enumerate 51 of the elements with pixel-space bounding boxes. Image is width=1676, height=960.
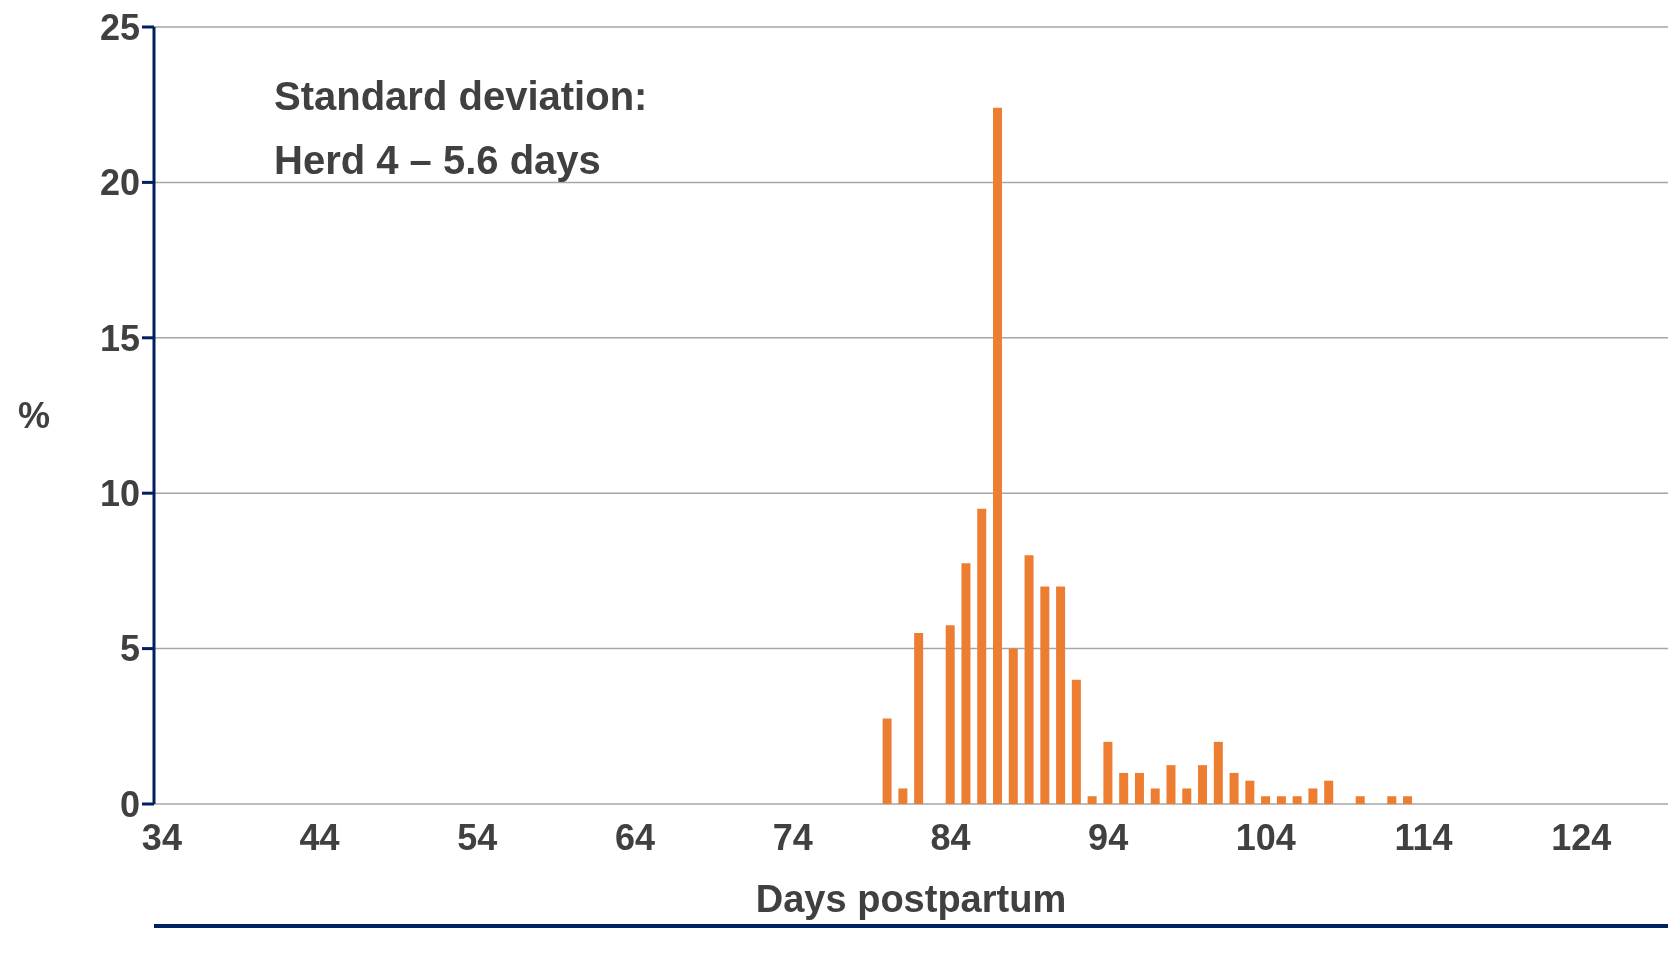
x-tick-label: 94 — [1088, 817, 1129, 858]
bar — [1229, 772, 1239, 804]
annotation: Herd 4 – 5.6 days — [274, 137, 602, 184]
bar — [1087, 796, 1097, 804]
bar — [1308, 788, 1318, 804]
x-axis-title: Days postpartum — [755, 878, 1067, 920]
y-tick-label: 20 — [99, 162, 140, 204]
bar — [1024, 555, 1034, 804]
x-tick-label: 74 — [772, 817, 813, 858]
y-tick-label: 0 — [119, 783, 140, 825]
x-tick-label: 64 — [614, 817, 656, 858]
bar — [1182, 788, 1192, 804]
bar — [961, 563, 971, 804]
bar — [898, 788, 908, 804]
annotation: Standard deviation: — [274, 73, 648, 120]
bar — [1387, 796, 1397, 804]
bar — [1261, 796, 1271, 804]
y-axis-title: % — [18, 395, 51, 437]
bar — [1040, 586, 1050, 804]
bar — [1324, 780, 1334, 804]
y-tick-label: 5 — [119, 628, 140, 670]
y-tick-label: 15 — [99, 317, 140, 359]
bar — [945, 625, 955, 804]
bar — [993, 107, 1003, 804]
bar — [1056, 586, 1066, 804]
x-tick-label: 124 — [1551, 817, 1612, 858]
bar — [1119, 772, 1129, 804]
bar — [1134, 772, 1144, 804]
bar — [1103, 741, 1113, 804]
bar — [1150, 788, 1160, 804]
x-tick-label: 44 — [299, 817, 340, 858]
bar — [1403, 796, 1413, 804]
bar — [1355, 796, 1365, 804]
bar — [1245, 780, 1255, 804]
bar — [1292, 796, 1302, 804]
bar — [1008, 648, 1018, 804]
bar — [1276, 796, 1286, 804]
y-tick-label: 25 — [99, 6, 140, 48]
x-tick-label: 54 — [457, 817, 498, 858]
bar — [1166, 765, 1176, 804]
x-tick-label: 114 — [1394, 817, 1453, 858]
bar — [977, 508, 987, 804]
bar — [1071, 679, 1081, 804]
x-tick-label: 84 — [930, 817, 971, 858]
x-tick-label: 104 — [1235, 817, 1296, 858]
bar — [1198, 765, 1208, 804]
y-tick-label: 10 — [99, 472, 140, 514]
bar — [914, 633, 924, 804]
bar — [1213, 741, 1223, 804]
bar — [882, 718, 892, 804]
x-tick-label: 34 — [141, 817, 182, 858]
